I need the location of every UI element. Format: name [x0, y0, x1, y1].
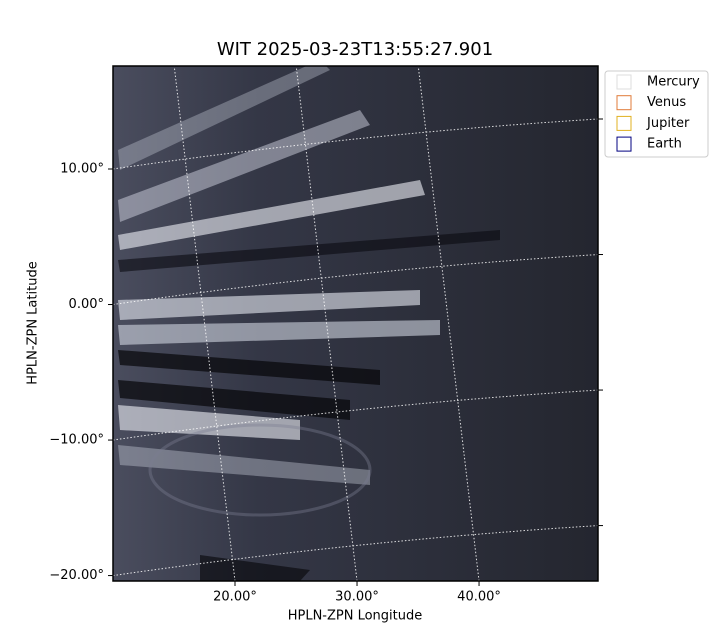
legend: [604, 70, 709, 158]
legend-swatch: [616, 136, 632, 152]
legend-swatch: [616, 74, 632, 90]
grid-line: [417, 66, 480, 581]
image-streaks: [118, 66, 500, 581]
legend-label: Jupiter: [646, 116, 690, 131]
grid-line: [173, 66, 236, 581]
grid-line: [113, 389, 598, 441]
y-tick-label: 0.00°: [69, 297, 104, 312]
x-tick-label: 20.00°: [213, 590, 257, 605]
x-tick-label: 30.00°: [335, 590, 379, 605]
legend-label: Venus: [647, 95, 686, 110]
y-tick-label: 10.00°: [60, 162, 104, 177]
grid-line: [113, 254, 598, 306]
y-axis-label: HPLN-ZPN Latitude: [26, 261, 41, 384]
legend-swatch: [616, 95, 632, 111]
y-tick-label: −10.00°: [49, 433, 104, 448]
grid-line: [113, 118, 598, 170]
y-tick-label: −20.00°: [49, 568, 104, 583]
chart-title: WIT 2025-03-23T13:55:27.901: [217, 39, 493, 60]
grid-line: [295, 66, 358, 581]
legend-label: Mercury: [647, 75, 700, 90]
plot-frame: [112, 65, 599, 582]
grid-line: [113, 525, 598, 577]
legend-swatch: [616, 115, 632, 131]
x-axis-label: HPLN-ZPN Longitude: [288, 609, 423, 624]
legend-label: Earth: [647, 137, 682, 152]
x-tick-label: 40.00°: [457, 590, 501, 605]
